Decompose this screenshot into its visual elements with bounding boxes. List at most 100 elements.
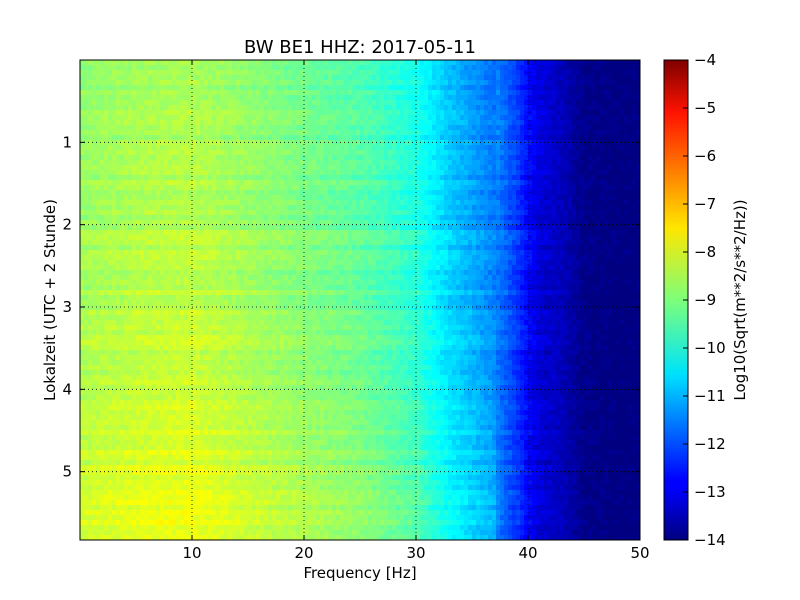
heatmap-cell xyxy=(196,80,201,86)
heatmap-cell xyxy=(380,95,385,101)
heatmap-cell xyxy=(164,220,169,226)
heatmap-cell xyxy=(516,135,521,141)
heatmap-cell xyxy=(628,175,633,181)
heatmap-cell xyxy=(452,65,457,71)
heatmap-cell xyxy=(332,90,337,96)
heatmap-cell xyxy=(596,215,601,221)
heatmap-cell xyxy=(88,65,93,71)
heatmap-cell xyxy=(260,155,265,161)
heatmap-cell xyxy=(380,200,385,206)
heatmap-cell xyxy=(160,230,165,236)
heatmap-cell xyxy=(192,175,197,181)
heatmap-cell xyxy=(364,225,369,231)
heatmap-cell xyxy=(636,230,640,236)
heatmap-cell xyxy=(604,155,609,161)
heatmap-cell xyxy=(308,150,313,156)
heatmap-cell xyxy=(208,195,213,201)
heatmap-cell xyxy=(156,150,161,156)
heatmap-cell xyxy=(152,60,157,66)
heatmap-cell xyxy=(484,230,489,236)
heatmap-cell xyxy=(392,180,397,186)
heatmap-cell xyxy=(424,110,429,116)
heatmap-cell xyxy=(312,75,317,81)
heatmap-cell xyxy=(496,90,501,96)
heatmap-cell xyxy=(392,155,397,161)
heatmap-cell xyxy=(352,100,357,106)
heatmap-cell xyxy=(84,140,89,146)
heatmap-cell xyxy=(148,105,153,111)
heatmap-cell xyxy=(188,115,193,121)
heatmap-cell xyxy=(444,185,449,191)
heatmap-cell xyxy=(368,185,373,191)
heatmap-cell xyxy=(552,175,557,181)
heatmap-cell xyxy=(576,110,581,116)
heatmap-cell xyxy=(440,110,445,116)
heatmap-cell xyxy=(272,60,277,66)
heatmap-cell xyxy=(136,190,141,196)
heatmap-cell xyxy=(296,160,301,166)
heatmap-cell xyxy=(584,60,589,66)
heatmap-cell xyxy=(484,205,489,211)
heatmap-cell xyxy=(84,90,89,96)
heatmap-cell xyxy=(468,60,473,66)
heatmap-cell xyxy=(252,140,257,146)
heatmap-cell xyxy=(592,110,597,116)
heatmap-cell xyxy=(624,125,629,131)
heatmap-cell xyxy=(420,90,425,96)
heatmap-cell xyxy=(504,70,509,76)
heatmap-cell xyxy=(240,175,245,181)
heatmap-cell xyxy=(188,230,193,236)
heatmap-cell xyxy=(92,115,97,121)
heatmap-cell xyxy=(408,95,413,101)
heatmap-cell xyxy=(292,140,297,146)
heatmap-cell xyxy=(612,125,617,131)
heatmap-cell xyxy=(232,220,237,226)
heatmap-cell xyxy=(152,75,157,81)
heatmap-cell xyxy=(272,95,277,101)
heatmap-cell xyxy=(268,130,273,136)
heatmap-cell xyxy=(512,125,517,131)
heatmap-cell xyxy=(240,235,245,241)
heatmap-cell xyxy=(244,215,249,221)
heatmap-cell xyxy=(416,165,421,171)
heatmap-cell xyxy=(300,85,305,91)
heatmap-cell xyxy=(560,200,565,206)
heatmap-cell xyxy=(120,215,125,221)
heatmap-cell xyxy=(216,135,221,141)
heatmap-cell xyxy=(572,160,577,166)
heatmap-cell xyxy=(196,180,201,186)
heatmap-cell xyxy=(544,95,549,101)
heatmap-cell xyxy=(84,110,89,116)
heatmap-cell xyxy=(412,65,417,71)
heatmap-cell xyxy=(256,185,261,191)
heatmap-cell xyxy=(236,140,241,146)
heatmap-cell xyxy=(492,225,497,231)
heatmap-cell xyxy=(180,65,185,71)
heatmap-cell xyxy=(244,185,249,191)
heatmap-cell xyxy=(488,130,493,136)
heatmap-cell xyxy=(400,225,405,231)
heatmap-cell xyxy=(156,85,161,91)
heatmap-cell xyxy=(448,145,453,151)
heatmap-cell xyxy=(412,215,417,221)
heatmap-cell xyxy=(432,120,437,126)
heatmap-cell xyxy=(144,70,149,76)
heatmap-cell xyxy=(176,225,181,231)
heatmap-cell xyxy=(508,195,513,201)
heatmap-cell xyxy=(120,170,125,176)
heatmap-cell xyxy=(124,60,129,66)
heatmap-cell xyxy=(308,145,313,151)
heatmap-cell xyxy=(608,230,613,236)
heatmap-cell xyxy=(492,135,497,141)
heatmap-cell xyxy=(632,225,637,231)
heatmap-cell xyxy=(168,140,173,146)
heatmap-cell xyxy=(180,125,185,131)
heatmap-cell xyxy=(248,75,253,81)
heatmap-cell xyxy=(380,90,385,96)
heatmap-cell xyxy=(220,80,225,86)
heatmap-cell xyxy=(184,155,189,161)
heatmap-cell xyxy=(364,215,369,221)
heatmap-cell xyxy=(196,75,201,81)
heatmap-cell xyxy=(440,150,445,156)
heatmap-cell xyxy=(464,170,469,176)
